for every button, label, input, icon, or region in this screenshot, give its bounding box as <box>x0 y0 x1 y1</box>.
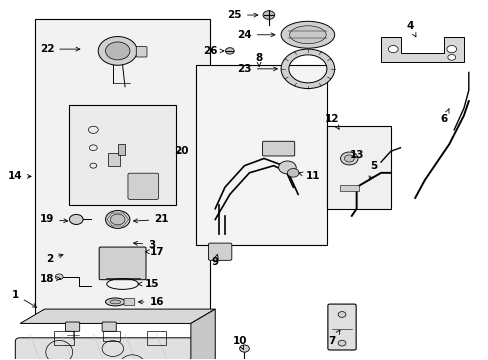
Text: 24: 24 <box>237 30 274 40</box>
Bar <box>118 144 125 155</box>
Bar <box>327 126 390 209</box>
Circle shape <box>98 37 137 65</box>
Ellipse shape <box>281 21 334 48</box>
Text: 9: 9 <box>211 254 218 267</box>
Text: 19: 19 <box>40 215 67 224</box>
Text: 18: 18 <box>40 274 61 284</box>
FancyBboxPatch shape <box>136 46 147 57</box>
Circle shape <box>340 152 357 165</box>
Bar <box>108 153 120 166</box>
Text: 14: 14 <box>8 171 31 181</box>
FancyBboxPatch shape <box>124 298 135 306</box>
Ellipse shape <box>105 298 125 306</box>
Circle shape <box>105 42 130 60</box>
Text: 26: 26 <box>203 46 224 56</box>
Circle shape <box>225 48 234 54</box>
Bar <box>195 65 327 244</box>
FancyBboxPatch shape <box>327 304 355 350</box>
Text: 22: 22 <box>40 44 80 54</box>
FancyBboxPatch shape <box>15 338 195 360</box>
Circle shape <box>287 168 299 177</box>
Text: 6: 6 <box>440 109 448 124</box>
FancyBboxPatch shape <box>99 247 146 280</box>
FancyBboxPatch shape <box>262 141 294 156</box>
Text: 5: 5 <box>368 161 377 180</box>
Circle shape <box>55 274 63 280</box>
Ellipse shape <box>110 300 121 304</box>
Text: 20: 20 <box>174 146 188 156</box>
Bar <box>35 19 210 316</box>
Text: 7: 7 <box>328 330 339 346</box>
Circle shape <box>337 312 345 318</box>
Bar <box>147 330 166 345</box>
Circle shape <box>447 54 455 60</box>
Circle shape <box>105 211 130 228</box>
Circle shape <box>110 214 125 225</box>
Text: 1: 1 <box>12 290 37 307</box>
Text: 13: 13 <box>349 150 363 160</box>
Bar <box>69 105 176 205</box>
FancyBboxPatch shape <box>128 173 158 199</box>
Polygon shape <box>20 309 215 323</box>
Text: 25: 25 <box>227 10 257 20</box>
Text: 21: 21 <box>133 215 168 224</box>
Text: 17: 17 <box>145 247 163 257</box>
Text: 8: 8 <box>255 53 262 66</box>
Polygon shape <box>190 309 215 360</box>
Text: 23: 23 <box>237 64 277 74</box>
Circle shape <box>239 345 249 352</box>
Circle shape <box>263 11 274 19</box>
Circle shape <box>344 155 353 162</box>
Circle shape <box>446 45 456 53</box>
Text: 11: 11 <box>298 171 319 181</box>
Bar <box>339 185 358 191</box>
FancyBboxPatch shape <box>102 322 116 331</box>
Circle shape <box>278 161 296 174</box>
Circle shape <box>69 215 83 225</box>
Bar <box>103 330 120 341</box>
Text: 2: 2 <box>46 254 63 264</box>
Text: 10: 10 <box>232 336 246 350</box>
Text: 15: 15 <box>138 279 159 289</box>
Bar <box>54 330 74 345</box>
Text: 3: 3 <box>133 239 155 249</box>
FancyBboxPatch shape <box>65 322 80 331</box>
Text: 16: 16 <box>138 297 163 307</box>
Circle shape <box>337 340 345 346</box>
Ellipse shape <box>289 26 325 44</box>
Text: 12: 12 <box>325 114 339 129</box>
Circle shape <box>387 45 397 53</box>
Polygon shape <box>380 37 463 62</box>
Text: 4: 4 <box>406 21 415 37</box>
FancyBboxPatch shape <box>208 243 231 260</box>
